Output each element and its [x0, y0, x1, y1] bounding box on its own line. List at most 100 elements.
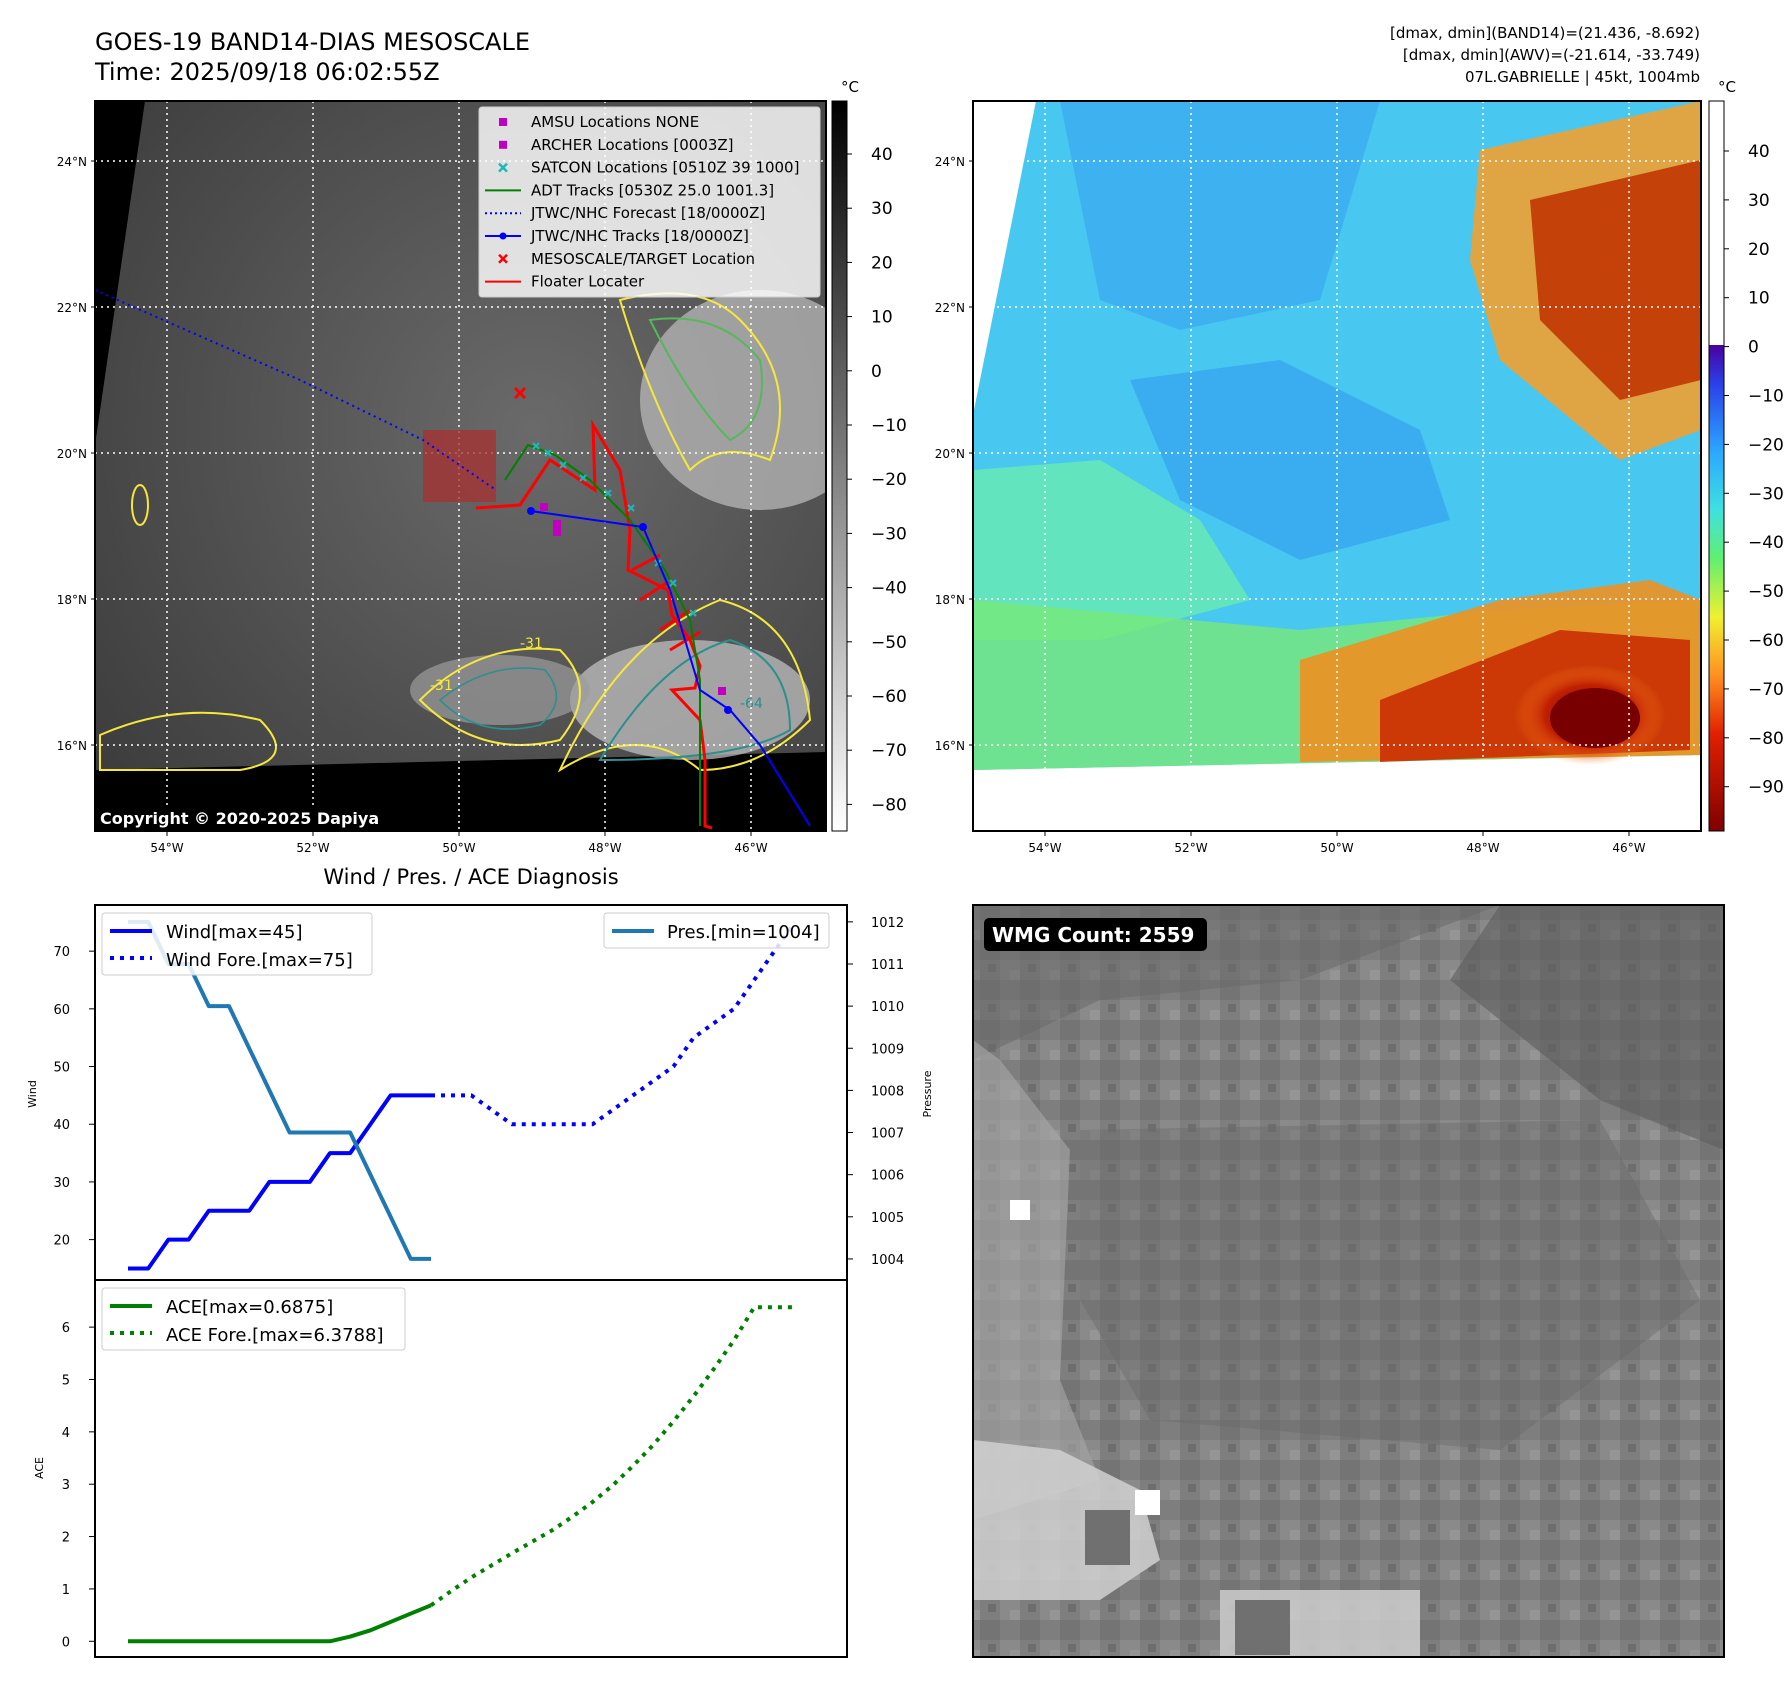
nhc-track-point — [724, 706, 732, 714]
legend-label: ADT Tracks [0530Z 25.0 1001.3] — [531, 181, 774, 199]
colorbar-tick-label: −40 — [1748, 533, 1784, 553]
awv-lat-label: 20°N — [935, 447, 965, 461]
awv-colorbar: °C 40 30 20 10 0 −10 −20 −30 −40 −50 −60 −70 −80 −90 — [1708, 78, 1784, 832]
contour-line — [648, 317, 763, 442]
legend-label: Floater Locater — [531, 273, 645, 291]
legend-marker-square — [499, 140, 507, 149]
contour-label: -31 — [430, 678, 453, 694]
archer-marker — [718, 687, 726, 695]
wind-tick-label: 70 — [53, 945, 70, 960]
wmg-count: WMG Count: 2559 — [992, 923, 1194, 947]
colorbar-tick-label: −30 — [1748, 484, 1784, 504]
pressure-tick-label: 1008 — [871, 1084, 904, 1099]
ir-no-data-left — [95, 101, 145, 445]
awv-dry-region — [1130, 360, 1450, 560]
diagnosis-title: Wind / Pres. / ACE Diagnosis — [323, 865, 618, 889]
awv-colorbar-frame — [1708, 100, 1725, 832]
ir-lon-label: 52°W — [296, 841, 329, 855]
colorbar-tick-label: −50 — [1748, 582, 1784, 602]
colorbar-tick-label: −80 — [1748, 729, 1784, 749]
colorbar-tick-label: 40 — [1748, 142, 1770, 162]
ir-lat-label: 24°N — [57, 155, 87, 169]
awv-colorbar-warm — [1709, 101, 1724, 345]
awv-moist-region — [973, 460, 1250, 640]
wind-tick-label: 40 — [53, 1118, 70, 1133]
wmg-bright-region — [973, 1040, 1100, 1520]
ace-forecast-line — [429, 1305, 795, 1607]
pressure-tick-label: 1004 — [871, 1253, 904, 1268]
wmg-dark-region — [1080, 1120, 1700, 1450]
legend-label: AMSU Locations NONE — [531, 113, 699, 131]
ace-tick-label: 1 — [62, 1583, 70, 1598]
wmg-dark-cell — [1085, 1510, 1130, 1565]
ir-lon-label: 54°W — [150, 841, 183, 855]
ir-cloud — [570, 640, 810, 760]
awv-colorbar-cold — [1709, 345, 1724, 831]
colorbar-tick-label: 10 — [1748, 289, 1770, 309]
ir-lat-label: 16°N — [57, 739, 87, 753]
colorbar-tick-label: −20 — [1748, 435, 1784, 455]
legend-pressure: Pres.[min=1004] — [667, 922, 820, 943]
legend-label: JTWC/NHC Tracks [18/0000Z] — [530, 227, 749, 245]
nhc-track — [530, 510, 811, 827]
wmg-frame — [972, 904, 1725, 1658]
pressure-tick-label: 1005 — [871, 1211, 904, 1226]
colorbar-tick-label: −90 — [1748, 778, 1784, 798]
archer-marker — [540, 503, 548, 511]
legend-label: JTWC/NHC Forecast [18/0000Z] — [530, 204, 765, 222]
mesoscale-box — [423, 430, 496, 502]
storm-info: 07L.GABRIELLE | 45kt, 1004mb — [1465, 68, 1700, 86]
awv-lat-label: 18°N — [935, 593, 965, 607]
awv-gridlines — [973, 101, 1701, 831]
colorbar-tick-label: −50 — [871, 633, 907, 653]
awv-storm-core — [1550, 688, 1640, 748]
ir-frame — [94, 100, 827, 832]
awv-lat-label: 24°N — [935, 155, 965, 169]
colorbar-tick-label: −30 — [871, 524, 907, 544]
ir-colorbar-unit: °C — [841, 78, 859, 96]
pressure-axis-label: Pressure — [921, 1070, 934, 1117]
colorbar-tick-label: 40 — [871, 145, 893, 165]
colorbar-tick-label: −40 — [871, 579, 907, 599]
colorbar-tick-label: −20 — [871, 470, 907, 490]
legend-wind: Wind[max=45] — [166, 922, 303, 943]
awv-map-panel: 24°N 22°N 20°N 18°N 16°N 54°W 52°W 50°W 48°W 46°… — [935, 100, 1702, 855]
contour-line — [418, 647, 581, 746]
wind-line — [128, 1093, 431, 1271]
awv-lon-label: 48°W — [1466, 841, 1499, 855]
wind-tick-label: 60 — [53, 1003, 70, 1018]
ace-tick-label: 4 — [62, 1426, 70, 1441]
pressure-tick-label: 1006 — [871, 1169, 904, 1184]
ace-ticks: 6 5 4 3 2 1 0 — [62, 1321, 95, 1650]
ir-colorbar-scale — [831, 100, 848, 832]
colorbar-tick-label: −10 — [871, 416, 907, 436]
pressure-tick-label: 1007 — [871, 1127, 904, 1142]
pressure-tick-label: 1009 — [871, 1042, 904, 1057]
awv-lat-label: 16°N — [935, 739, 965, 753]
legend-marker-square — [499, 118, 507, 126]
awv-colorbar-unit: °C — [1718, 78, 1736, 96]
legend-marker-dot — [499, 232, 507, 240]
colorbar-tick-label: 0 — [1748, 338, 1759, 358]
wind-tick-label: 30 — [53, 1176, 70, 1191]
colorbar-tick-label: 10 — [871, 308, 893, 328]
awv-lat-labels: 24°N 22°N 20°N 18°N 16°N — [935, 155, 974, 753]
contour-line — [131, 484, 149, 526]
legend-marker-x — [498, 162, 508, 173]
figure-time: Time: 2025/09/18 06:02:55Z — [94, 58, 440, 86]
ace-tick-label: 0 — [62, 1635, 70, 1650]
ir-lon-label: 50°W — [442, 841, 475, 855]
ace-tick-label: 2 — [62, 1531, 70, 1546]
colorbar-tick-label: 30 — [871, 199, 893, 219]
ace-line — [128, 1603, 432, 1644]
wind-legend: Wind[max=45] Wind Fore.[max=75] — [101, 912, 373, 976]
pressure-tick-label: 1011 — [871, 958, 904, 973]
colorbar-tick-label: 0 — [871, 362, 882, 382]
colorbar-tick-label: 30 — [1748, 191, 1770, 211]
colorbar-tick-label: −60 — [1748, 631, 1784, 651]
awv-dry-region — [1060, 101, 1380, 330]
contour-line — [557, 598, 812, 773]
pressure-legend: Pres.[min=1004] — [603, 912, 830, 949]
copyright-text: Copyright © 2020-2025 Dapiya — [100, 809, 379, 828]
nhc-track-point — [527, 507, 535, 515]
